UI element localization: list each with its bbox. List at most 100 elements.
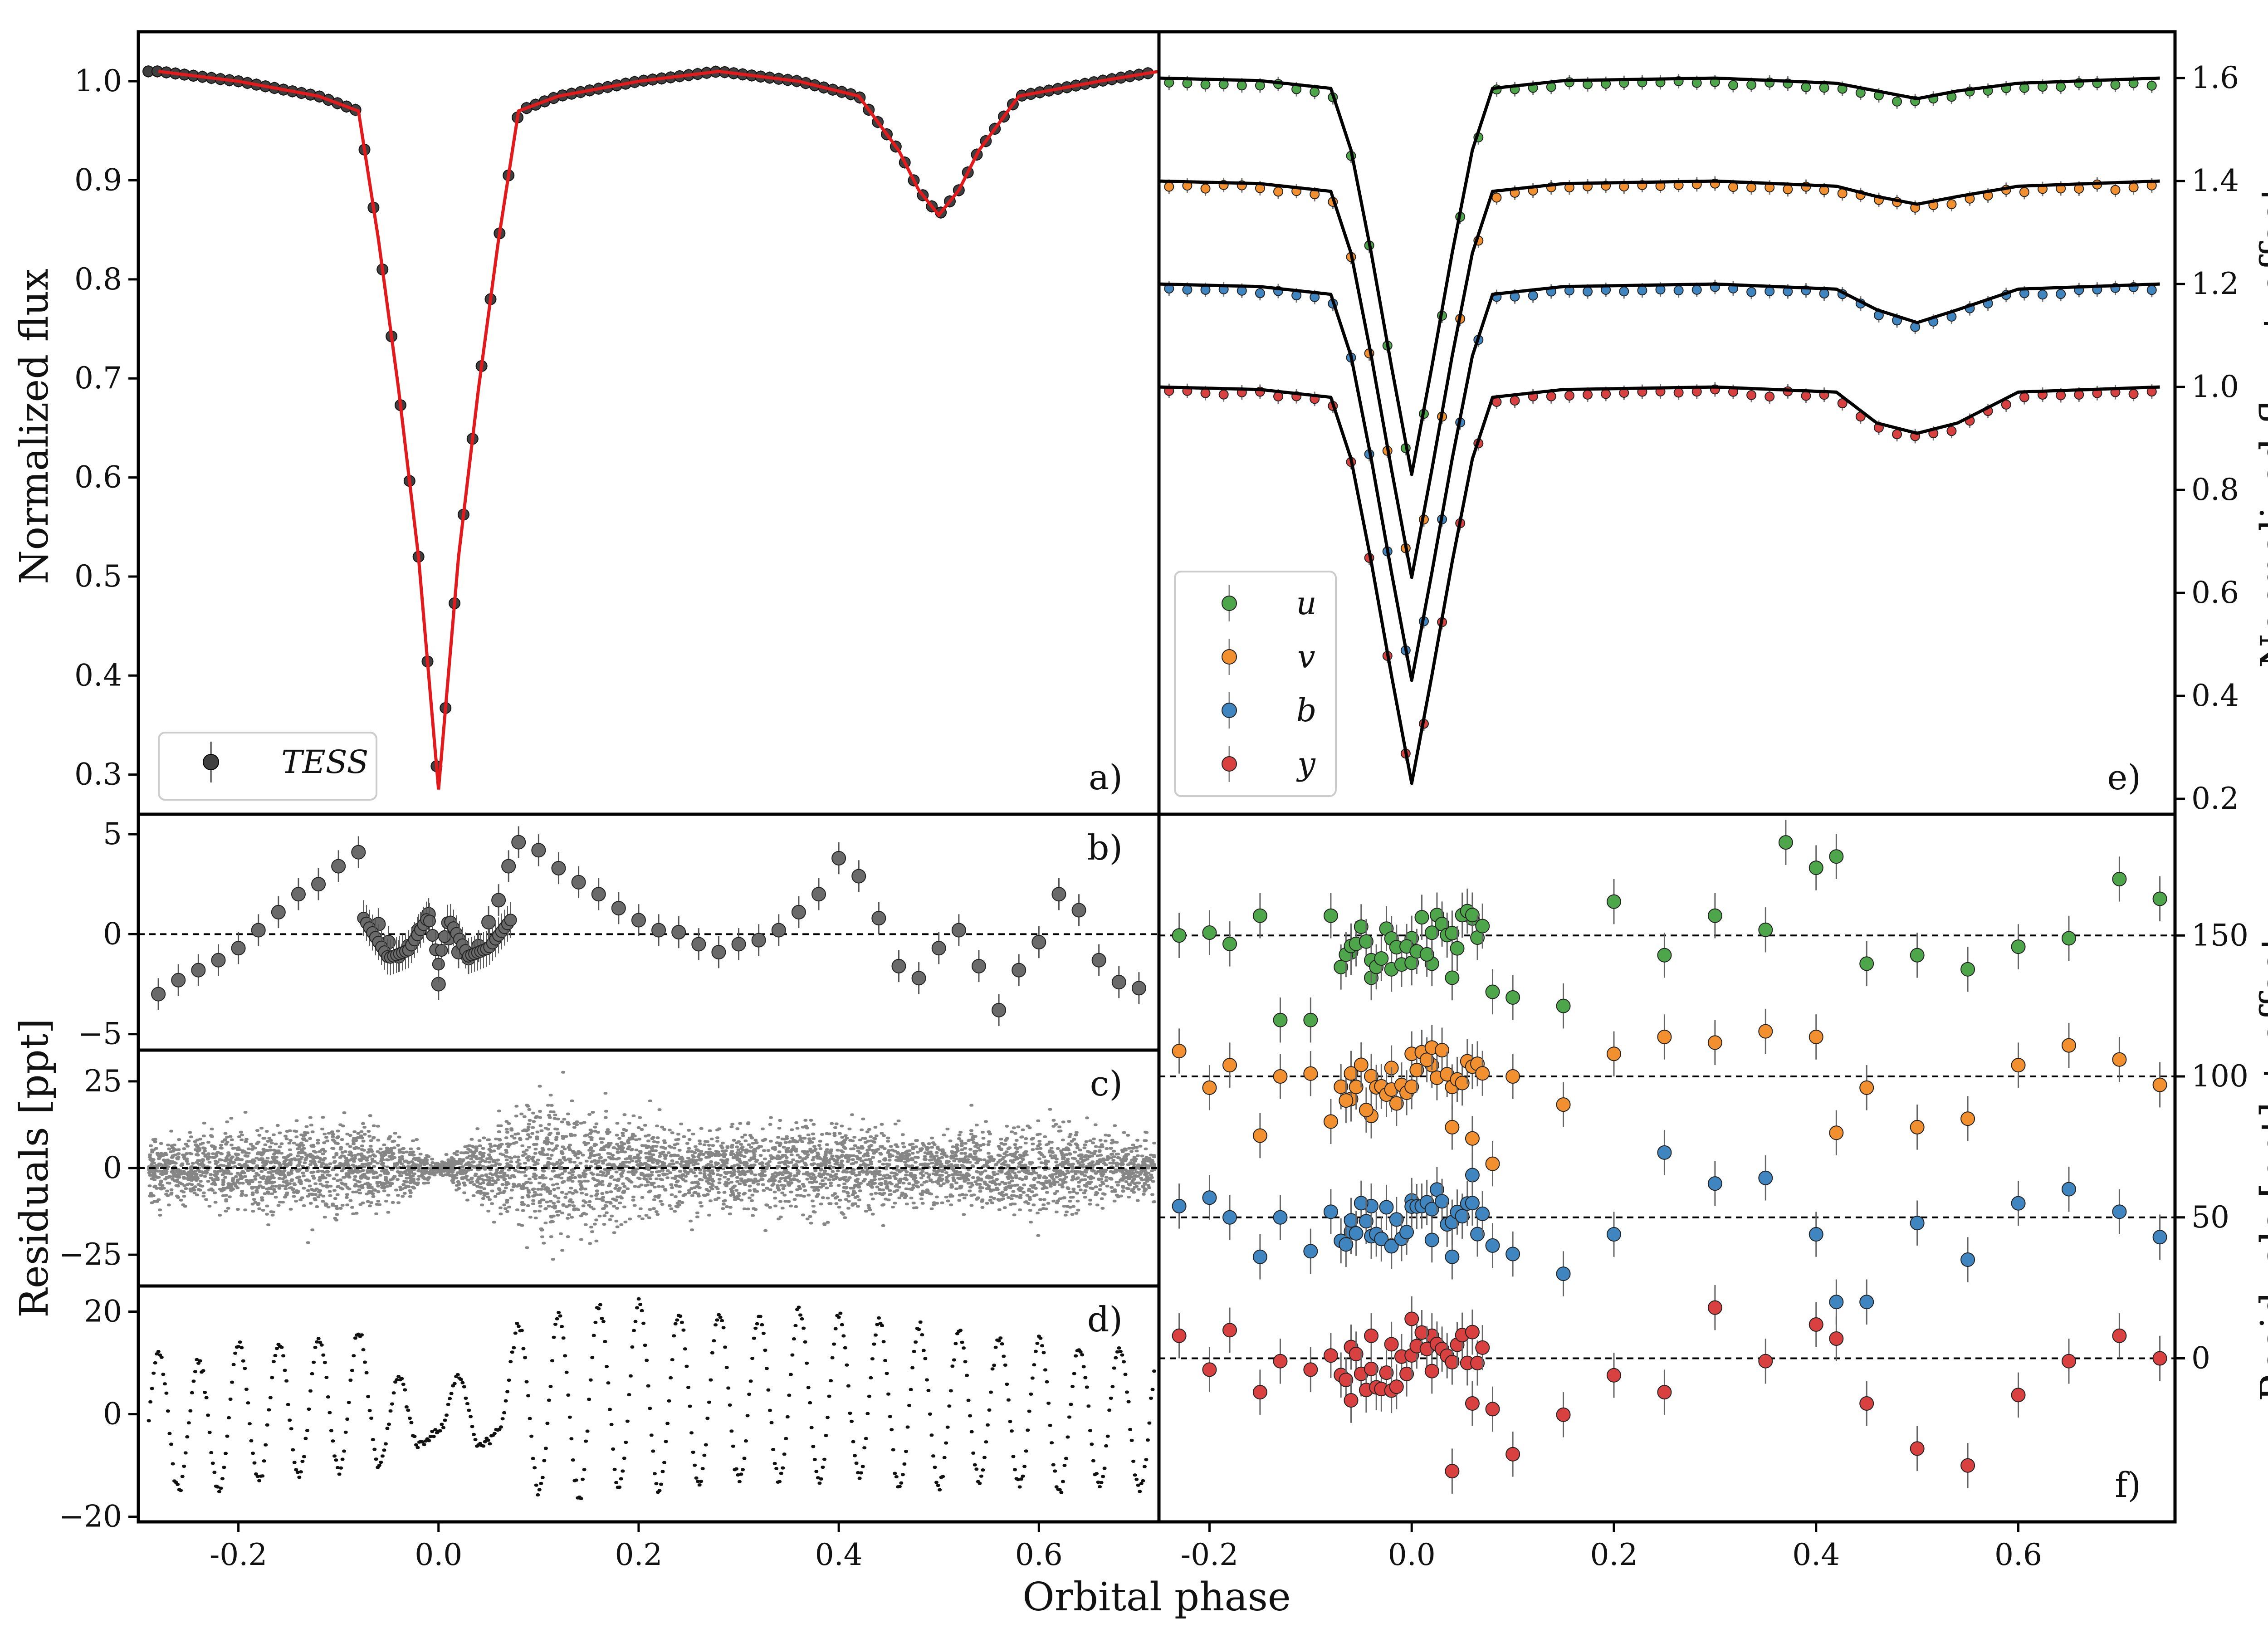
residual-point (481, 914, 496, 929)
filter-v-point (2110, 185, 2121, 195)
filter-v-residual-point (1334, 1079, 1349, 1094)
residual-point (151, 987, 166, 1002)
filter-y-residual-point (1445, 1464, 1460, 1479)
filter-y-residual-point (1344, 1393, 1359, 1408)
residual-point (911, 971, 926, 986)
legend-a-label: TESS (281, 743, 368, 781)
ytick-label: 20 (84, 1294, 122, 1329)
filter-y-point (2128, 389, 2139, 399)
filter-y-residual-point (1364, 1361, 1379, 1376)
filter-b-point (2146, 285, 2157, 295)
residual-point (231, 941, 246, 956)
filter-y-residual-point (2061, 1354, 2076, 1369)
filter-b-residual-point (1323, 1204, 1338, 1219)
filter-b-residual-point (1859, 1295, 1874, 1310)
filter-v-residual-point (1606, 1046, 1621, 1061)
ytick-label: 0.6 (74, 460, 122, 495)
xtick-label: -0.2 (210, 1537, 267, 1572)
xtick-label: 0.6 (1994, 1537, 2042, 1572)
ytick-label: 0.4 (74, 658, 122, 693)
residual-point (971, 958, 986, 973)
filter-b-residual-point (1485, 1238, 1500, 1253)
panel-c-yticks: −25 0 25 (59, 1064, 138, 1272)
filter-y-residual-point (1606, 1368, 1621, 1383)
filter-v-point (1491, 192, 1502, 203)
ytick-label: 50 (2191, 1200, 2229, 1235)
ytick-label: 1.2 (2191, 266, 2239, 301)
filter-y-point (2019, 392, 2029, 402)
filter-u-residual-point (1450, 941, 1465, 956)
filter-b-point (1637, 285, 1647, 296)
residual-point (871, 911, 886, 926)
filter-y-residual-point (1389, 1379, 1404, 1394)
filter-y-residual-point (1384, 1337, 1399, 1352)
filter-y-residual-point (1445, 1354, 1460, 1369)
filter-v-residual-point (1409, 1062, 1424, 1077)
residual-point (435, 944, 448, 957)
filter-u-residual-point (1657, 948, 1672, 963)
filter-v-residual-point (1349, 1080, 1364, 1095)
filter-y-residual-point (1273, 1354, 1288, 1369)
filter-b-residual-point (1657, 1145, 1672, 1160)
legend-e-marker-v (1222, 649, 1237, 665)
filter-b-point (1255, 288, 1265, 298)
filter-y-point (1200, 388, 1211, 398)
filter-b-residual-point (1349, 1226, 1364, 1241)
legend-e-label-y: y (1296, 745, 1316, 782)
filter-y-point (1801, 391, 1811, 401)
residual-point (251, 923, 266, 938)
filter-v-model-line (1158, 179, 2160, 579)
filter-b-point (2038, 289, 2048, 300)
filter-u-residual-point (1859, 956, 1874, 971)
filter-y-point (1765, 391, 1775, 402)
filter-v-residual-point (1859, 1080, 1874, 1095)
panel-c-letter: c) (1090, 1063, 1123, 1104)
ytick-label: 0.2 (2191, 781, 2239, 816)
residual-point (311, 877, 326, 892)
xtick-label: 0.4 (815, 1537, 863, 1572)
ytick-label: 1.6 (2191, 60, 2239, 95)
filter-b-residual-point (2152, 1230, 2167, 1245)
filter-b-residual-point (1389, 1212, 1404, 1227)
ytick-label: 1.0 (2191, 369, 2239, 404)
xtick-label: 0.2 (1590, 1537, 1638, 1572)
filter-b-residual-point (1354, 1196, 1369, 1211)
residual-point (511, 835, 526, 850)
residual-point (1091, 953, 1106, 968)
residual-cloud (147, 1071, 1157, 1261)
filter-b-point (1619, 286, 1629, 297)
filter-v-residual-point (1556, 1097, 1571, 1112)
filter-b-residual-point (1424, 1202, 1439, 1217)
filter-v-point (1273, 186, 1284, 197)
filter-v-residual-point (2152, 1077, 2167, 1092)
filter-y-residual-point (1339, 1373, 1354, 1388)
xtick-label: 0.4 (1792, 1537, 1840, 1572)
filter-u-residual-point (1556, 998, 1571, 1013)
filter-b-residual-point (1455, 1209, 1470, 1224)
filter-u-residual-point (1202, 925, 1217, 940)
filter-u-point (1728, 80, 1738, 90)
filter-u-residual-point (2061, 931, 2076, 946)
residual-point (591, 887, 606, 902)
filter-u-residual-point (1606, 894, 1621, 909)
residual-point (171, 973, 186, 988)
residual-point (731, 937, 746, 952)
residual-point (751, 933, 766, 948)
filter-u-residual-point (1222, 936, 1237, 951)
filter-u-residual-point (1172, 928, 1187, 943)
filter-b-residual-point (1960, 1252, 1975, 1267)
ytick-label: 0.4 (2191, 678, 2239, 713)
y-axis-label-right-top: Normalized flux + offset (2253, 185, 2268, 668)
residual-point (271, 905, 286, 919)
ytick-label: 0.5 (74, 559, 122, 594)
filter-v-point (1728, 182, 1738, 192)
ytick-label: 0 (103, 1397, 122, 1432)
residual-point (791, 905, 806, 919)
filter-v-residual-point (1354, 1057, 1369, 1072)
x-ticks-right: -0.2 0.0 0.2 0.4 0.6 (1181, 1522, 2042, 1572)
filter-v-residual-point (1273, 1069, 1288, 1084)
filter-v-residual-point (1505, 1069, 1520, 1084)
ytick-label: −20 (59, 1499, 122, 1534)
